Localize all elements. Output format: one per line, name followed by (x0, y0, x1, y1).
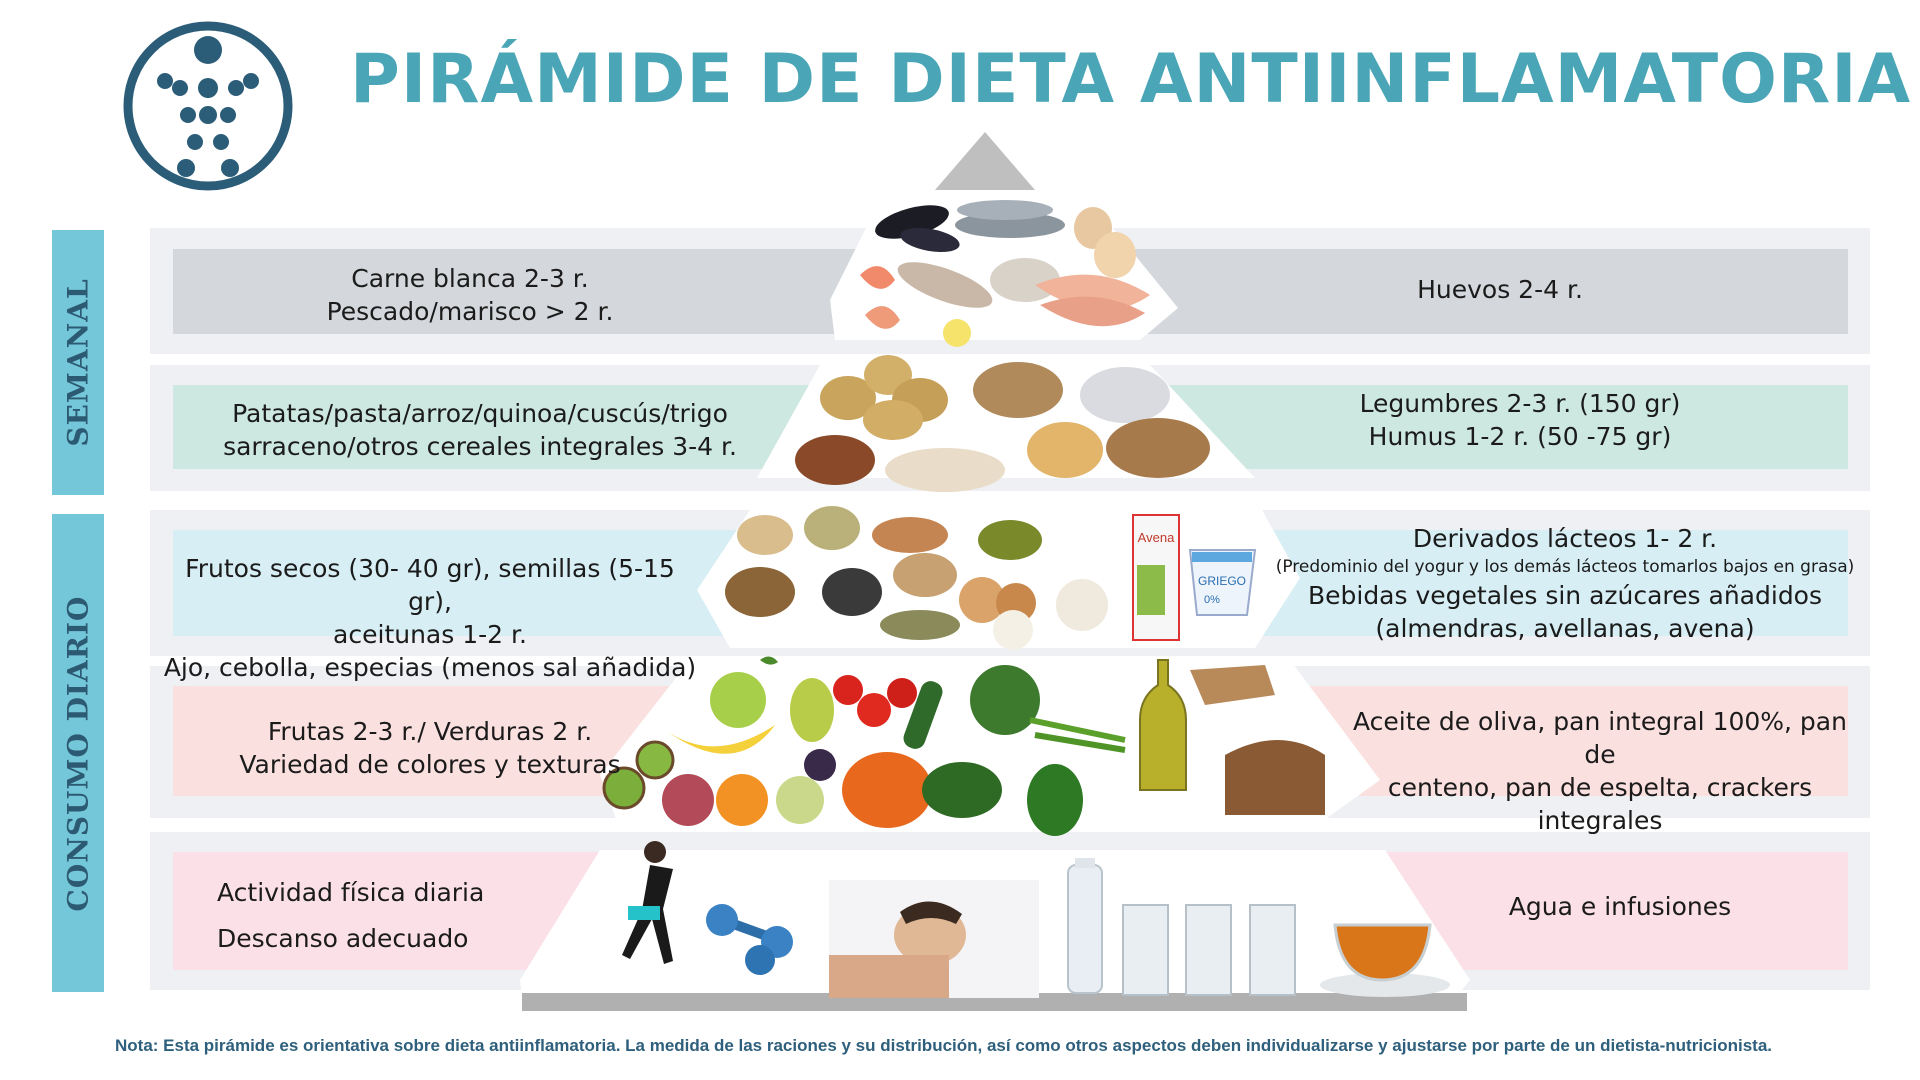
green-beans-icon (1029, 717, 1126, 753)
fig-icon (662, 774, 714, 826)
text-line: Descanso adecuado (217, 924, 469, 953)
text-line: Legumbres 2-3 r. (150 gr) (1359, 389, 1681, 418)
footer-note: Nota: Esta pirámide es orientativa sobre… (115, 1036, 1773, 1055)
spinach-icon (922, 762, 1002, 818)
text-line: Humus 1-2 r. (50 -75 gr) (1368, 422, 1672, 451)
level-3-left-text: Frutos secos (30- 40 gr), semillas (5-15… (160, 552, 700, 684)
water-glass-icon (1122, 904, 1296, 996)
potato-icon (820, 355, 948, 440)
cucumber-icon (903, 681, 943, 749)
pumpkin-icon (842, 752, 932, 828)
nut-icon (725, 506, 957, 617)
level-4-right-text: Aceite de oliva, pan integral 100%, pan … (1340, 705, 1860, 837)
chicken-icon (1035, 274, 1150, 327)
text-line: aceitunas 1-2 r. (333, 620, 527, 649)
text-line: Carne blanca 2-3 r. (351, 264, 589, 293)
text-line: Variedad de colores y texturas (239, 750, 621, 779)
legume-icon (1027, 367, 1210, 478)
text-line: Bebidas vegetales sin azúcares añadidos (1307, 581, 1823, 610)
pasta-icon (795, 435, 875, 485)
shrimp-icon (860, 266, 900, 329)
oat-drink-label: Avena (1138, 530, 1175, 545)
level-2-right-text: Legumbres 2-3 r. (150 gr) Humus 1-2 r. (… (1260, 387, 1780, 453)
grain-icon (885, 362, 1063, 492)
yogurt-icon: GRIEGO 0% (1188, 549, 1257, 616)
olive-oil-icon (1139, 659, 1187, 791)
level-1-left-text: Carne blanca 2-3 r. Pescado/marisco > 2 … (200, 262, 740, 328)
page-title: PIRÁMIDE DE DIETA ANTIINFLAMATORIA (350, 40, 1912, 119)
grapes-icon (776, 749, 836, 824)
orange-icon (716, 774, 768, 826)
pepper-icon (1027, 764, 1083, 836)
lemon-icon (943, 319, 971, 347)
onion-icon (959, 577, 1036, 650)
yogurt-brand-label: GRIEGO (1198, 574, 1246, 588)
runner-icon (622, 841, 673, 964)
fish-icon (897, 200, 1065, 308)
olive-icon (978, 520, 1042, 560)
text-line: Huevos 2-4 r. (1417, 275, 1583, 304)
daily-side-label: CONSUMO DIARIO (52, 514, 104, 992)
bread-icon (1190, 665, 1325, 815)
text-line: Frutos secos (30- 40 gr), semillas (5-15… (185, 554, 675, 616)
broccoli-icon (970, 665, 1040, 735)
text-line: Agua e infusiones (1508, 892, 1732, 921)
pyramid-apex (935, 132, 1035, 190)
text-line: Derivados lácteos 1- 2 r. (1412, 524, 1718, 553)
banana-icon (665, 725, 775, 754)
milk-carton-icon: Avena (1132, 514, 1180, 641)
text-line: sarraceno/otros cereales integrales 3-4 … (223, 432, 737, 461)
text-line-small: (Predominio del yogur y los demás lácteo… (1275, 557, 1855, 577)
apple-icon (710, 656, 778, 728)
yogurt-fat-label: 0% (1204, 594, 1220, 606)
water-bottle-icon (1067, 858, 1103, 994)
kiwi-icon (602, 740, 675, 810)
tea-cup-icon (1320, 923, 1450, 997)
level-4-left-text: Frutas 2-3 r./ Verduras 2 r. Variedad de… (195, 715, 665, 781)
sleeping-person-icon (829, 880, 1039, 998)
dumbbell-icon (706, 904, 793, 975)
text-line: (almendras, avellanas, avena) (1375, 614, 1755, 643)
text-line: Pescado/marisco > 2 r. (326, 297, 614, 326)
pyramid-base (522, 993, 1467, 1011)
level-2-left-text: Patatas/pasta/arroz/quinoa/cuscús/trigo … (180, 397, 780, 463)
text-line: Ajo, cebolla, especias (menos sal añadid… (163, 653, 697, 682)
weekly-side-label: SEMANAL (52, 230, 104, 495)
text-line: Frutas 2-3 r./ Verduras 2 r. (267, 717, 593, 746)
level-1-right-text: Huevos 2-4 r. (1220, 273, 1780, 306)
level-5-left-text: Actividad física diaria Descanso adecuad… (217, 870, 597, 962)
level-3-right-text: Derivados lácteos 1- 2 r. (Predominio de… (1270, 522, 1860, 645)
logo-icon (120, 18, 296, 194)
garlic-icon (1056, 579, 1108, 631)
text-line: centeno, pan de espelta, crackers integr… (1387, 773, 1813, 835)
text-line: Actividad física diaria (217, 878, 485, 907)
text-line: Patatas/pasta/arroz/quinoa/cuscús/trigo (232, 399, 728, 428)
seeds-icon (822, 568, 960, 640)
tomato-icon (833, 675, 917, 727)
level-5-right-text: Agua e infusiones (1460, 890, 1780, 923)
egg-icon (1074, 207, 1136, 278)
mussels-icon (875, 205, 960, 253)
text-line: Aceite de oliva, pan integral 100%, pan … (1353, 707, 1847, 769)
pear-icon (790, 678, 834, 742)
